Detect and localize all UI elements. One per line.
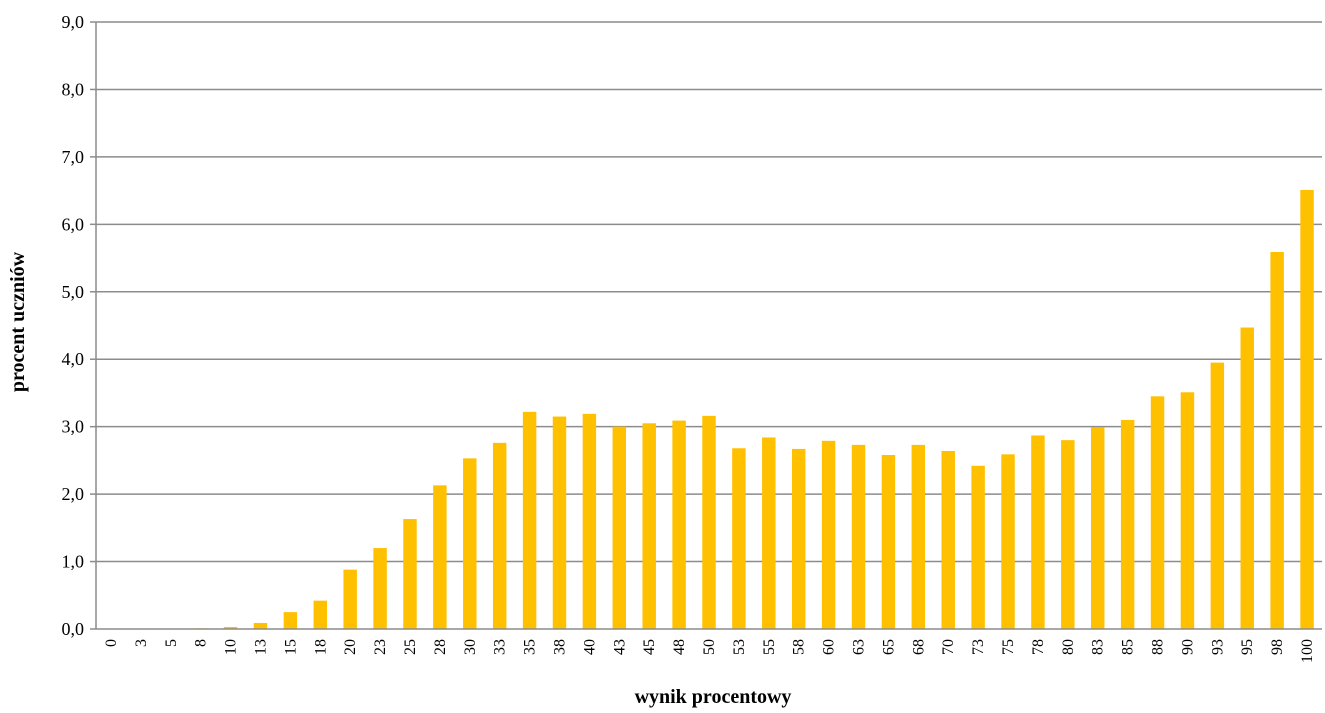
bar: [1031, 435, 1045, 629]
bar: [851, 444, 866, 629]
y-tick-label: 8,0: [62, 79, 85, 99]
bar: [1240, 327, 1254, 629]
bar: [732, 448, 746, 629]
y-axis-title: procent uczniów: [7, 251, 29, 392]
bar: [313, 600, 327, 629]
x-tick-label: 78: [1030, 639, 1047, 655]
x-tick-label: 88: [1150, 639, 1167, 655]
y-tick-label: 3,0: [62, 417, 85, 437]
x-tick-label: 43: [611, 639, 628, 655]
bar: [1180, 392, 1195, 629]
bar: [1270, 251, 1284, 630]
bar: [672, 420, 686, 629]
x-tick-label: 55: [761, 639, 778, 655]
bar: [911, 444, 926, 629]
x-tick-label: 25: [402, 639, 419, 655]
y-tick-label: 6,0: [62, 214, 85, 234]
x-tick-label: 83: [1090, 639, 1107, 655]
x-tick-label: 73: [970, 639, 987, 655]
x-tick-label: 80: [1060, 639, 1077, 655]
bar: [403, 519, 417, 629]
x-tick-label: 50: [701, 639, 718, 655]
x-tick-label: 30: [462, 639, 479, 655]
x-tick-label: 8: [193, 639, 210, 647]
bar: [881, 454, 896, 629]
y-tick-label: 0,0: [62, 619, 85, 639]
bar: [1061, 440, 1075, 629]
x-tick-label: 28: [432, 639, 449, 655]
bar: [582, 413, 597, 629]
x-tick-label: 20: [342, 639, 359, 655]
bar: [1150, 396, 1165, 629]
bar: [1300, 189, 1314, 630]
y-tick-label: 2,0: [62, 484, 85, 504]
bar: [821, 440, 836, 629]
x-tick-label: 75: [1000, 639, 1017, 655]
x-tick-label: 100: [1299, 639, 1316, 663]
x-tick-label: 3: [133, 639, 150, 647]
x-tick-label: 23: [372, 639, 389, 655]
x-axis-title: wynik procentowy: [635, 686, 792, 708]
bar: [702, 415, 716, 629]
y-tick-label: 9,0: [62, 12, 85, 32]
bar: [612, 426, 627, 629]
bar: [463, 458, 477, 629]
bar: [762, 437, 776, 629]
gridlines: [96, 21, 1322, 563]
x-tick-label: 95: [1239, 639, 1256, 655]
tick-labels: 0,01,02,03,04,05,06,07,08,09,00 3 5 8 10 13 15…: [62, 12, 1317, 663]
x-tick-label: 0: [103, 639, 120, 647]
x-tick-label: 70: [940, 639, 957, 655]
x-tick-label: 33: [492, 639, 509, 655]
y-tick-label: 4,0: [62, 349, 85, 369]
y-tick-label: 1,0: [62, 552, 85, 572]
x-tick-label: 98: [1269, 639, 1286, 655]
bar: [1210, 362, 1225, 629]
x-tick-label: 90: [1179, 639, 1196, 655]
bar: [283, 612, 298, 629]
bar: [941, 450, 955, 629]
x-tick-label: 5: [163, 639, 180, 647]
x-tick-label: 63: [851, 639, 868, 655]
bar: [253, 622, 268, 629]
x-tick-label: 85: [1120, 639, 1137, 655]
x-tick-label: 15: [282, 639, 299, 655]
y-tick-label: 7,0: [62, 147, 85, 167]
x-tick-label: 13: [252, 639, 269, 655]
x-tick-label: 35: [522, 639, 539, 655]
x-tick-label: 45: [641, 639, 658, 655]
x-tick-label: 93: [1209, 639, 1226, 655]
x-tick-label: 38: [551, 639, 568, 655]
bar: [552, 416, 567, 629]
bar: [1091, 427, 1105, 629]
x-tick-label: 65: [880, 639, 897, 655]
y-tick-label: 5,0: [62, 282, 85, 302]
bar: [642, 423, 656, 629]
bar: [223, 626, 238, 629]
x-tick-label: 18: [312, 639, 329, 655]
axes: [90, 21, 1322, 630]
x-tick-label: 40: [581, 639, 598, 655]
x-tick-label: 58: [791, 639, 808, 655]
bar: [522, 411, 537, 629]
bar: [492, 442, 507, 629]
x-tick-label: 60: [821, 639, 838, 655]
x-tick-label: 68: [910, 639, 927, 655]
x-tick-label: 48: [671, 639, 688, 655]
bar: [343, 569, 357, 629]
bar: [1001, 454, 1015, 629]
bar: [791, 448, 806, 629]
x-tick-label: 10: [223, 639, 240, 655]
bar: [1120, 419, 1135, 629]
bar: [971, 465, 985, 629]
x-tick-label: 53: [731, 639, 748, 655]
bar: [433, 485, 447, 629]
bar: [373, 548, 387, 629]
bars: [193, 189, 1314, 630]
